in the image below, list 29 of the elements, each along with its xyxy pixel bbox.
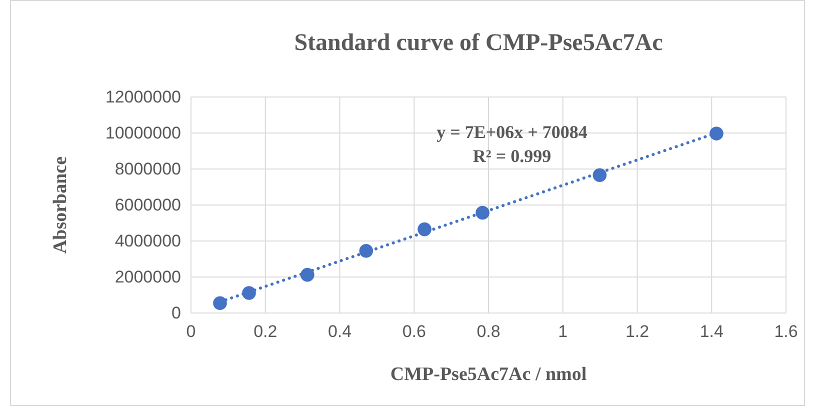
point [359,244,374,258]
y-tick-label: 0 [172,303,181,322]
y-tick-label: 8000000 [114,159,181,178]
point [213,296,227,310]
y-tick-label: 2000000 [114,267,181,286]
point [476,206,490,220]
annotation: R² = 0.999 [472,146,552,166]
x-tick-label: 0.4 [328,322,352,342]
y-tick-label: 4000000 [114,231,181,250]
x-tick-label: 0.8 [476,322,500,342]
x-tick-label: 0.6 [402,322,426,342]
x-tick-label: 1.2 [625,322,650,342]
point [300,268,314,282]
chart-title: Standard curve of CMP-Pse5Ac7Ac [294,30,664,56]
point [418,222,432,236]
y-tick-label: 12000000 [105,87,181,106]
point [710,126,724,140]
point [242,286,256,300]
point [592,168,607,182]
x-axis-title: CMP-Pse5Ac7Ac / nmol [390,364,587,385]
y-tick-label: 6000000 [114,195,181,214]
x-tick-label: 1.4 [700,322,724,342]
x-tick-label: 1 [558,322,568,342]
annotation: y = 7E+06x + 70084 [436,122,588,142]
x-tick-label: 0.2 [254,322,278,342]
x-tick-label: 0 [186,322,196,342]
y-tick-label: 10000000 [105,123,181,142]
y-axis-title: Absorbance [50,156,71,254]
x-tick-label: 1.6 [774,322,798,342]
